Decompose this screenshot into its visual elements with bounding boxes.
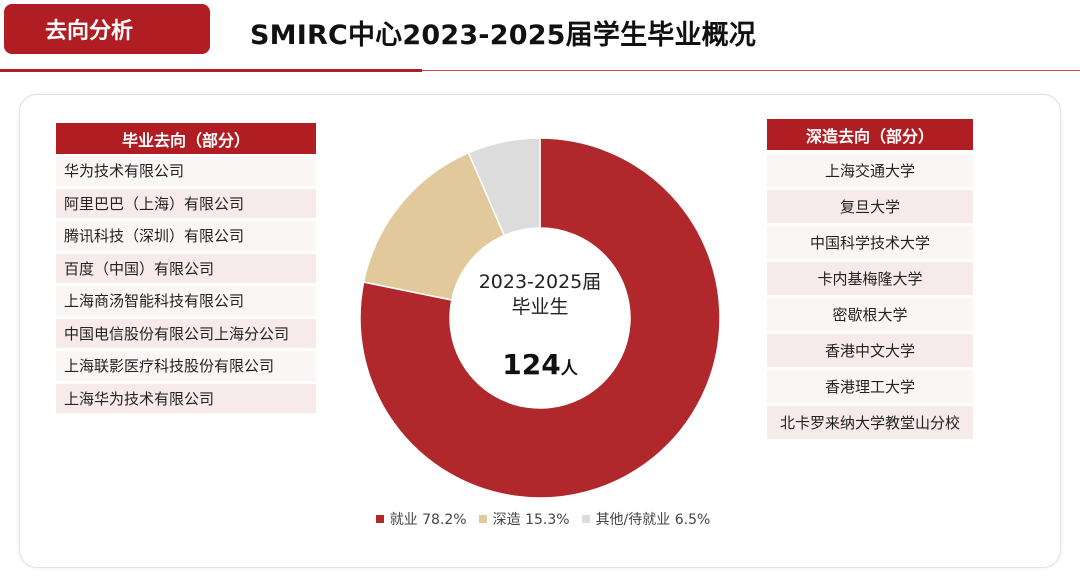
legend-item-1: 深造 15.3% — [478, 509, 570, 529]
center-line-1: 2023-2025届 — [478, 271, 602, 293]
study-item: 复旦大学 — [767, 190, 973, 223]
legend-label-0: 就业 78.2% — [389, 512, 467, 528]
study-item: 中国科学技术大学 — [767, 226, 973, 259]
legend-swatch-1 — [478, 515, 487, 523]
employment-list: 华为技术有限公司 阿里巴巴（上海）有限公司 腾讯科技（深圳）有限公司 百度（中国… — [56, 156, 316, 416]
employment-item: 华为技术有限公司 — [56, 156, 316, 186]
study-list-header: 深造去向（部分） — [767, 119, 973, 150]
employment-item: 中国电信股份有限公司上海分公司 — [56, 318, 316, 348]
section-tag-label: 去向分析 — [44, 19, 133, 44]
study-item: 北卡罗来纳大学教堂山分校 — [767, 406, 973, 439]
graduate-count-unit: 人 — [560, 359, 578, 379]
study-item: 香港中文大学 — [767, 334, 973, 367]
donut-slice-1 — [362, 151, 506, 301]
employment-item: 上海华为技术有限公司 — [56, 383, 316, 413]
employment-list-header: 毕业去向（部分） — [56, 123, 316, 154]
donut-slice-2 — [467, 137, 541, 237]
legend-item-2: 其他/待就业 6.5% — [581, 509, 711, 529]
title-underline — [422, 70, 1080, 71]
study-item: 上海交通大学 — [767, 154, 973, 187]
section-tag: 去向分析 — [4, 4, 210, 54]
donut-center-label: 2023-2025届 毕业生 — [450, 270, 630, 320]
study-item: 卡内基梅隆大学 — [767, 262, 973, 295]
donut-chart — [359, 137, 721, 499]
employment-item: 上海商汤智能科技有限公司 — [56, 286, 316, 316]
study-list: 上海交通大学 复旦大学 中国科学技术大学 卡内基梅隆大学 密歇根大学 香港中文大… — [767, 154, 973, 442]
legend-item-0: 就业 78.2% — [375, 509, 467, 529]
chart-legend: 就业 78.2% 深造 15.3% 其他/待就业 6.5% — [353, 509, 733, 529]
study-item: 香港理工大学 — [767, 370, 973, 403]
donut-slice-0 — [359, 137, 721, 499]
graduate-count: 124人 — [450, 348, 630, 381]
title-underline-accent — [0, 69, 422, 72]
legend-label-2: 其他/待就业 6.5% — [595, 512, 711, 528]
study-item: 密歇根大学 — [767, 298, 973, 331]
legend-swatch-2 — [581, 515, 590, 523]
employment-item: 百度（中国）有限公司 — [56, 253, 316, 283]
employment-item: 阿里巴巴（上海）有限公司 — [56, 188, 316, 218]
legend-swatch-0 — [375, 515, 384, 523]
page-title: SMIRC中心2023-2025届学生毕业概况 — [250, 19, 757, 51]
legend-label-1: 深造 15.3% — [492, 512, 570, 528]
employment-item: 上海联影医疗科技股份有限公司 — [56, 351, 316, 381]
employment-item: 腾讯科技（深圳）有限公司 — [56, 221, 316, 251]
graduate-count-number: 124 — [502, 348, 561, 381]
center-line-2: 毕业生 — [511, 296, 569, 318]
